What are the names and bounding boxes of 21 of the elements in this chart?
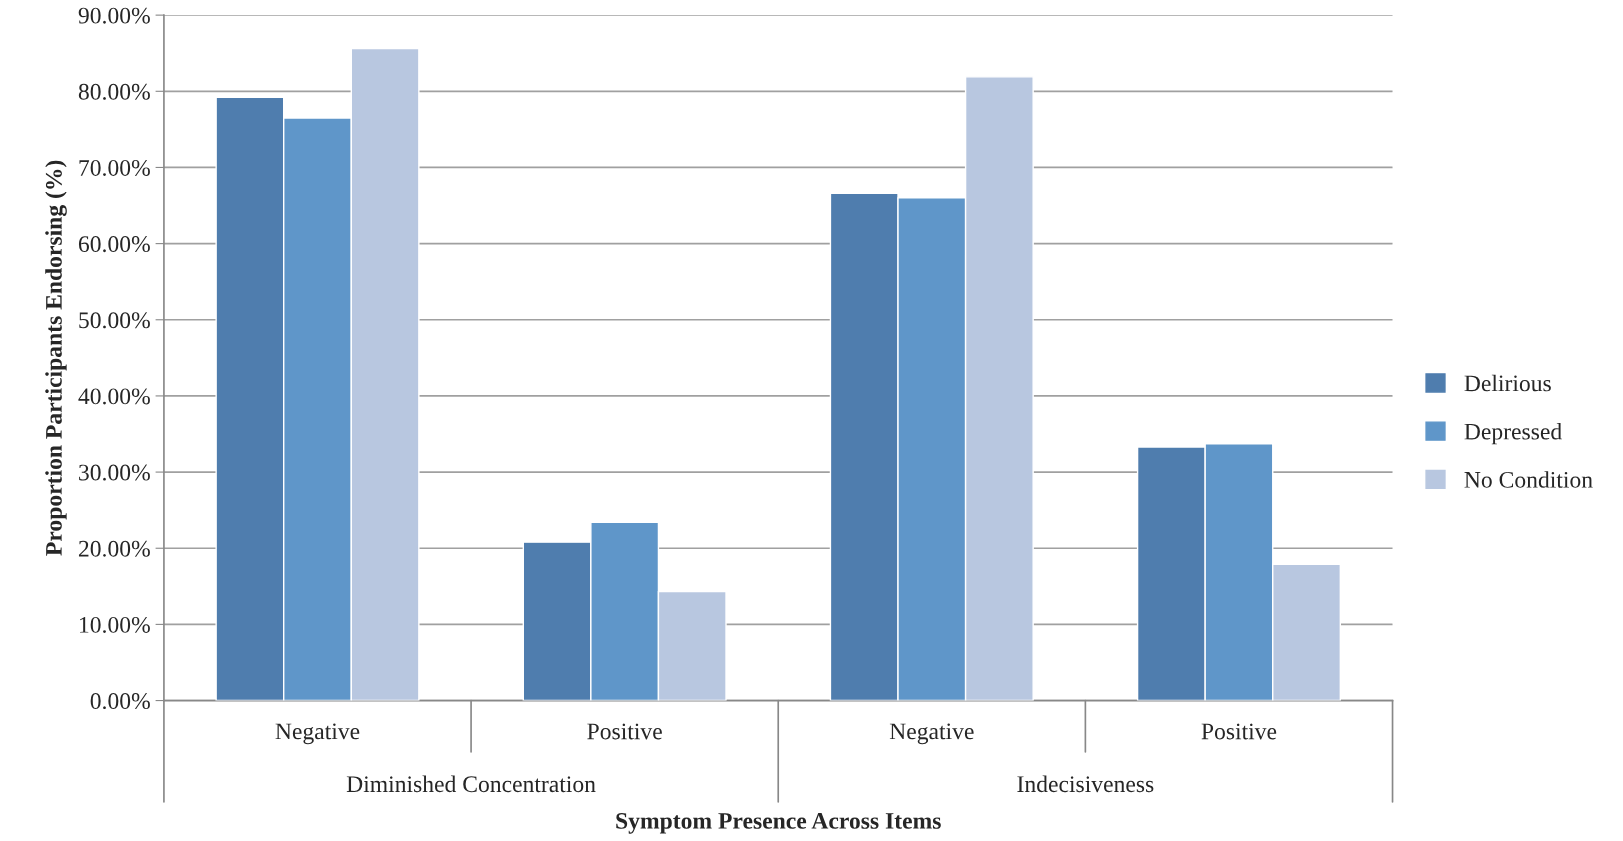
y-tick-label: 70.00% — [79, 159, 150, 176]
y-tick-label: 0.00% — [90, 693, 150, 710]
x-tick-label: Negative — [275, 723, 360, 745]
y-tick-label: 90.00% — [78, 7, 150, 24]
x-tick-label: Negative — [889, 723, 974, 745]
legend-label: Depressed — [1464, 422, 1562, 445]
y-tick-label: 30.00% — [79, 464, 150, 481]
y-tick-label: 40.00% — [78, 388, 150, 405]
x-axis-title: Symptom Presence Across Items — [616, 812, 941, 834]
y-axis-title: Proportion Participants Endorsing (%) — [45, 160, 67, 556]
y-tick-label: 20.00% — [78, 540, 150, 557]
legend-label: No Condition — [1464, 471, 1593, 488]
text: Diminished Concentration — [346, 775, 596, 793]
x-tick-label: Positive — [1201, 723, 1277, 740]
text: Indecisiveness — [1017, 775, 1154, 793]
x-tick-label: Positive — [587, 723, 662, 740]
y-tick-label: 60.00% — [78, 236, 150, 253]
y-tick-label: 80.00% — [78, 83, 150, 100]
y-tick-label: 50.00% — [79, 312, 150, 329]
legend-label: Delirious — [1464, 374, 1551, 392]
y-tick-label: 10.00% — [80, 616, 150, 633]
